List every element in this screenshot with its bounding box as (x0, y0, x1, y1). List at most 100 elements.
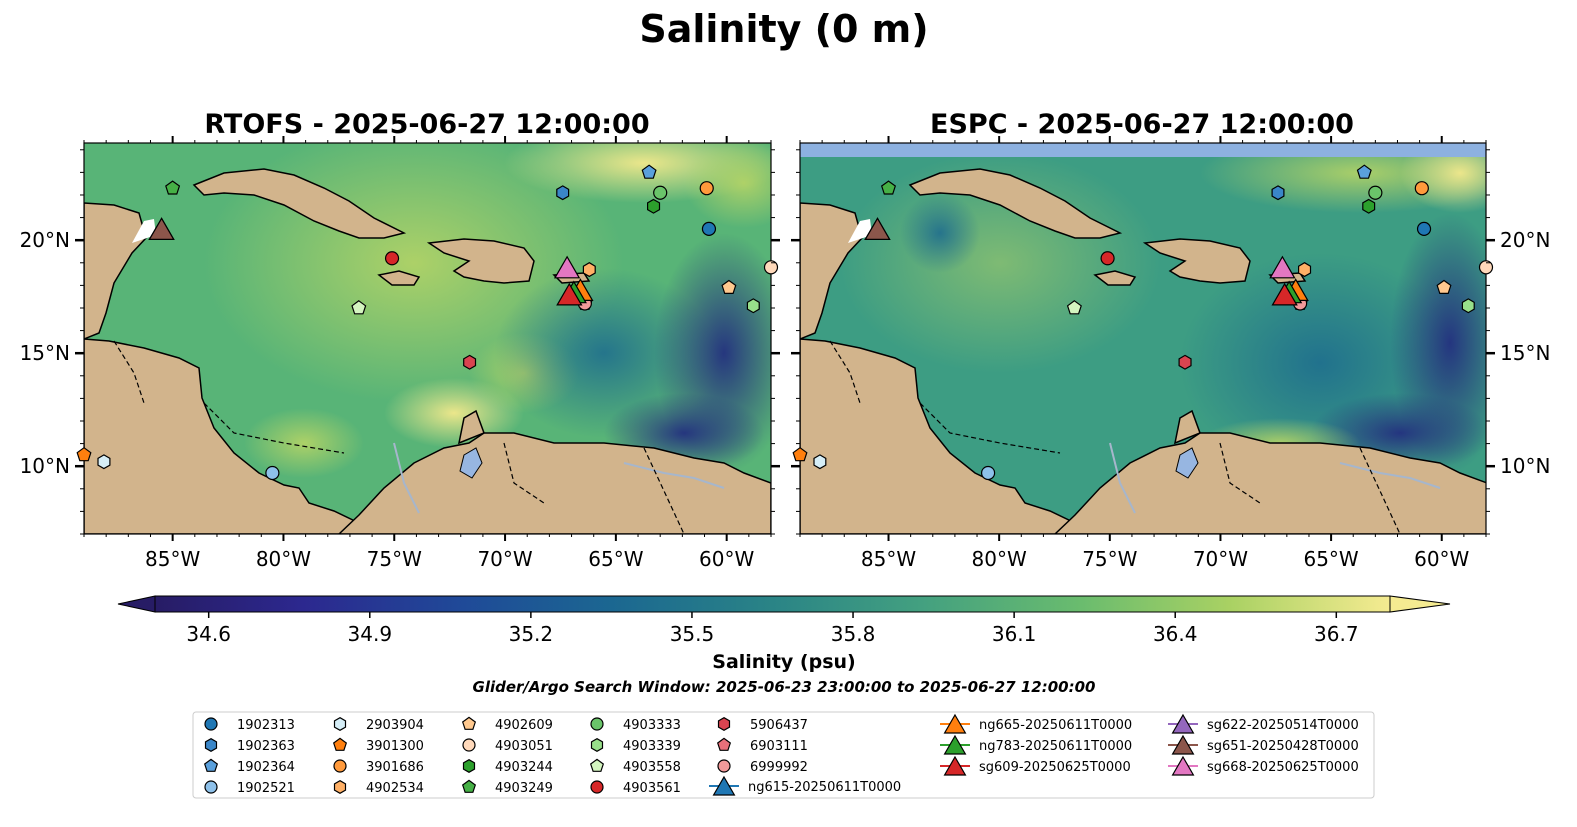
legend-marker-4902609 (461, 716, 477, 730)
legend-marker-ng615-20250611T0000 (712, 775, 736, 796)
legend-label: ng665-20250611T0000 (979, 718, 1132, 733)
legend-label: 6999992 (750, 760, 808, 775)
float-4903333 (653, 185, 668, 200)
colorbar-gradient (154, 595, 1391, 613)
legend-marker-1902363 (204, 738, 218, 752)
legend-marker-5906437 (717, 717, 731, 731)
colorbar-tick-label: 36.7 (1314, 622, 1359, 646)
colorbar-tick-label: 34.9 (348, 622, 393, 646)
legend-label: ng783-20250611T0000 (979, 739, 1132, 754)
float-5906437 (1178, 354, 1192, 370)
legend: 1902313 1902363 1902364 1902521 2903904 39013… (192, 711, 1375, 799)
float-4903561 (384, 251, 400, 266)
glider-sg651-20250428T0000 (148, 217, 175, 240)
legend-marker-6903111 (716, 737, 732, 751)
legend-label: 1902363 (237, 739, 295, 754)
legend-label: 4903561 (623, 781, 681, 796)
legend-marker-4903249 (461, 779, 477, 793)
colorbar-tick-label: 35.5 (670, 622, 715, 646)
legend-label: 4903249 (495, 781, 553, 796)
legend-label: 6903111 (750, 739, 808, 754)
espc-axes-frame (799, 142, 1487, 535)
x-tick-label: 75°W (1082, 547, 1137, 571)
legend-marker-4903244 (462, 759, 476, 773)
legend-label: ng615-20250611T0000 (748, 780, 901, 795)
float-4902609 (1436, 279, 1452, 294)
rtofs-salinity-field (84, 143, 771, 534)
glider-sg668-20250625T0000 (553, 255, 581, 279)
y-tick-label: 10°N (20, 454, 70, 478)
legend-label: sg622-20250514T0000 (1207, 718, 1359, 733)
legend-label: 4903051 (495, 739, 553, 754)
x-tick-label: 65°W (588, 547, 643, 571)
float-1902364 (641, 164, 657, 179)
legend-marker-4902534 (333, 780, 347, 794)
legend-marker-4903558 (589, 758, 605, 772)
float-4902534 (1297, 262, 1312, 278)
float-4903249 (165, 180, 181, 195)
legend-label: 3901300 (366, 739, 424, 754)
glider-sg609-20250625T0000 (1271, 282, 1298, 306)
x-tick-label: 80°W (972, 547, 1027, 571)
legend-frame (192, 711, 1375, 799)
espc-markers (792, 164, 1494, 481)
float-2903904 (97, 454, 111, 470)
x-tick-label: 80°W (256, 547, 311, 571)
legend-marker-ng665-20250611T0000 (943, 713, 967, 734)
x-tick-label: 60°W (699, 547, 754, 571)
float-2903904 (813, 454, 827, 470)
y-tick-label: 15°N (1500, 341, 1550, 365)
rtofs-ticks: 85°W 80°W 75°W 70°W 65°W 60°W 20°N 15°N 10°N (20, 136, 780, 571)
float-4903051 (1478, 260, 1494, 275)
rtofs-markers (76, 164, 779, 481)
legend-marker-4903561 (590, 780, 604, 794)
legend-marker-sg609-20250625T0000 (943, 755, 967, 776)
legend-marker-1902313 (204, 717, 218, 731)
legend-marker-6999992 (717, 759, 731, 773)
float-4903339 (746, 298, 760, 314)
colorbar-tick-label: 35.2 (509, 622, 554, 646)
float-3901300 (76, 446, 92, 462)
legend-marker-2903904 (333, 717, 347, 731)
legend-label: 1902521 (237, 781, 295, 796)
glider-sg651-20250428T0000 (864, 217, 891, 240)
float-1902313 (701, 221, 717, 236)
espc-panel-title: ESPC - 2025-06-27 12:00:00 (930, 109, 1354, 140)
legend-label: sg668-20250625T0000 (1207, 760, 1359, 775)
float-3901686 (699, 181, 714, 196)
glider-sg609-20250625T0000 (556, 282, 583, 306)
legend-marker-4903051 (462, 738, 476, 752)
legend-marker-sg622-20250514T0000 (1171, 713, 1195, 734)
x-tick-label: 75°W (367, 547, 422, 571)
glider-sg668-20250625T0000 (1269, 255, 1296, 279)
legend-marker-4903333 (590, 717, 604, 731)
float-4903051 (763, 260, 779, 275)
x-tick-label: 65°W (1303, 547, 1358, 571)
rtofs-panel-title: RTOFS - 2025-06-27 12:00:00 (204, 109, 649, 140)
legend-marker-3901300 (332, 737, 348, 751)
espc-salinity-field (800, 143, 1486, 534)
float-5906437 (463, 354, 477, 370)
y-tick-label: 15°N (20, 341, 70, 365)
legend-label: 4903333 (623, 718, 681, 733)
float-4902609 (721, 279, 737, 294)
float-1902364 (1356, 164, 1372, 179)
legend-label: 2903904 (366, 718, 424, 733)
legend-label: sg651-20250428T0000 (1207, 739, 1359, 754)
legend-label: 4903339 (623, 739, 681, 754)
colorbar-max-extend (1389, 595, 1451, 613)
y-tick-label: 10°N (1500, 454, 1550, 478)
float-3901300 (792, 446, 808, 462)
float-1902363 (1271, 185, 1285, 201)
espc-panel: ESPC - 2025-06-27 12:00:00 (791, 109, 1550, 571)
legend-marker-sg668-20250625T0000 (1171, 755, 1195, 776)
float-1902363 (556, 185, 570, 201)
x-tick-label: 85°W (861, 547, 916, 571)
float-1902521 (980, 465, 996, 481)
float-3901686 (1414, 181, 1429, 196)
espc-ticks: 85°W 80°W 75°W 70°W 65°W 60°W 20°N 15°N 10°N (791, 136, 1550, 571)
y-tick-label: 20°N (1500, 228, 1550, 252)
float-4903249 (880, 180, 897, 195)
legend-marker-4903339 (590, 738, 604, 752)
y-tick-label: 20°N (20, 228, 70, 252)
